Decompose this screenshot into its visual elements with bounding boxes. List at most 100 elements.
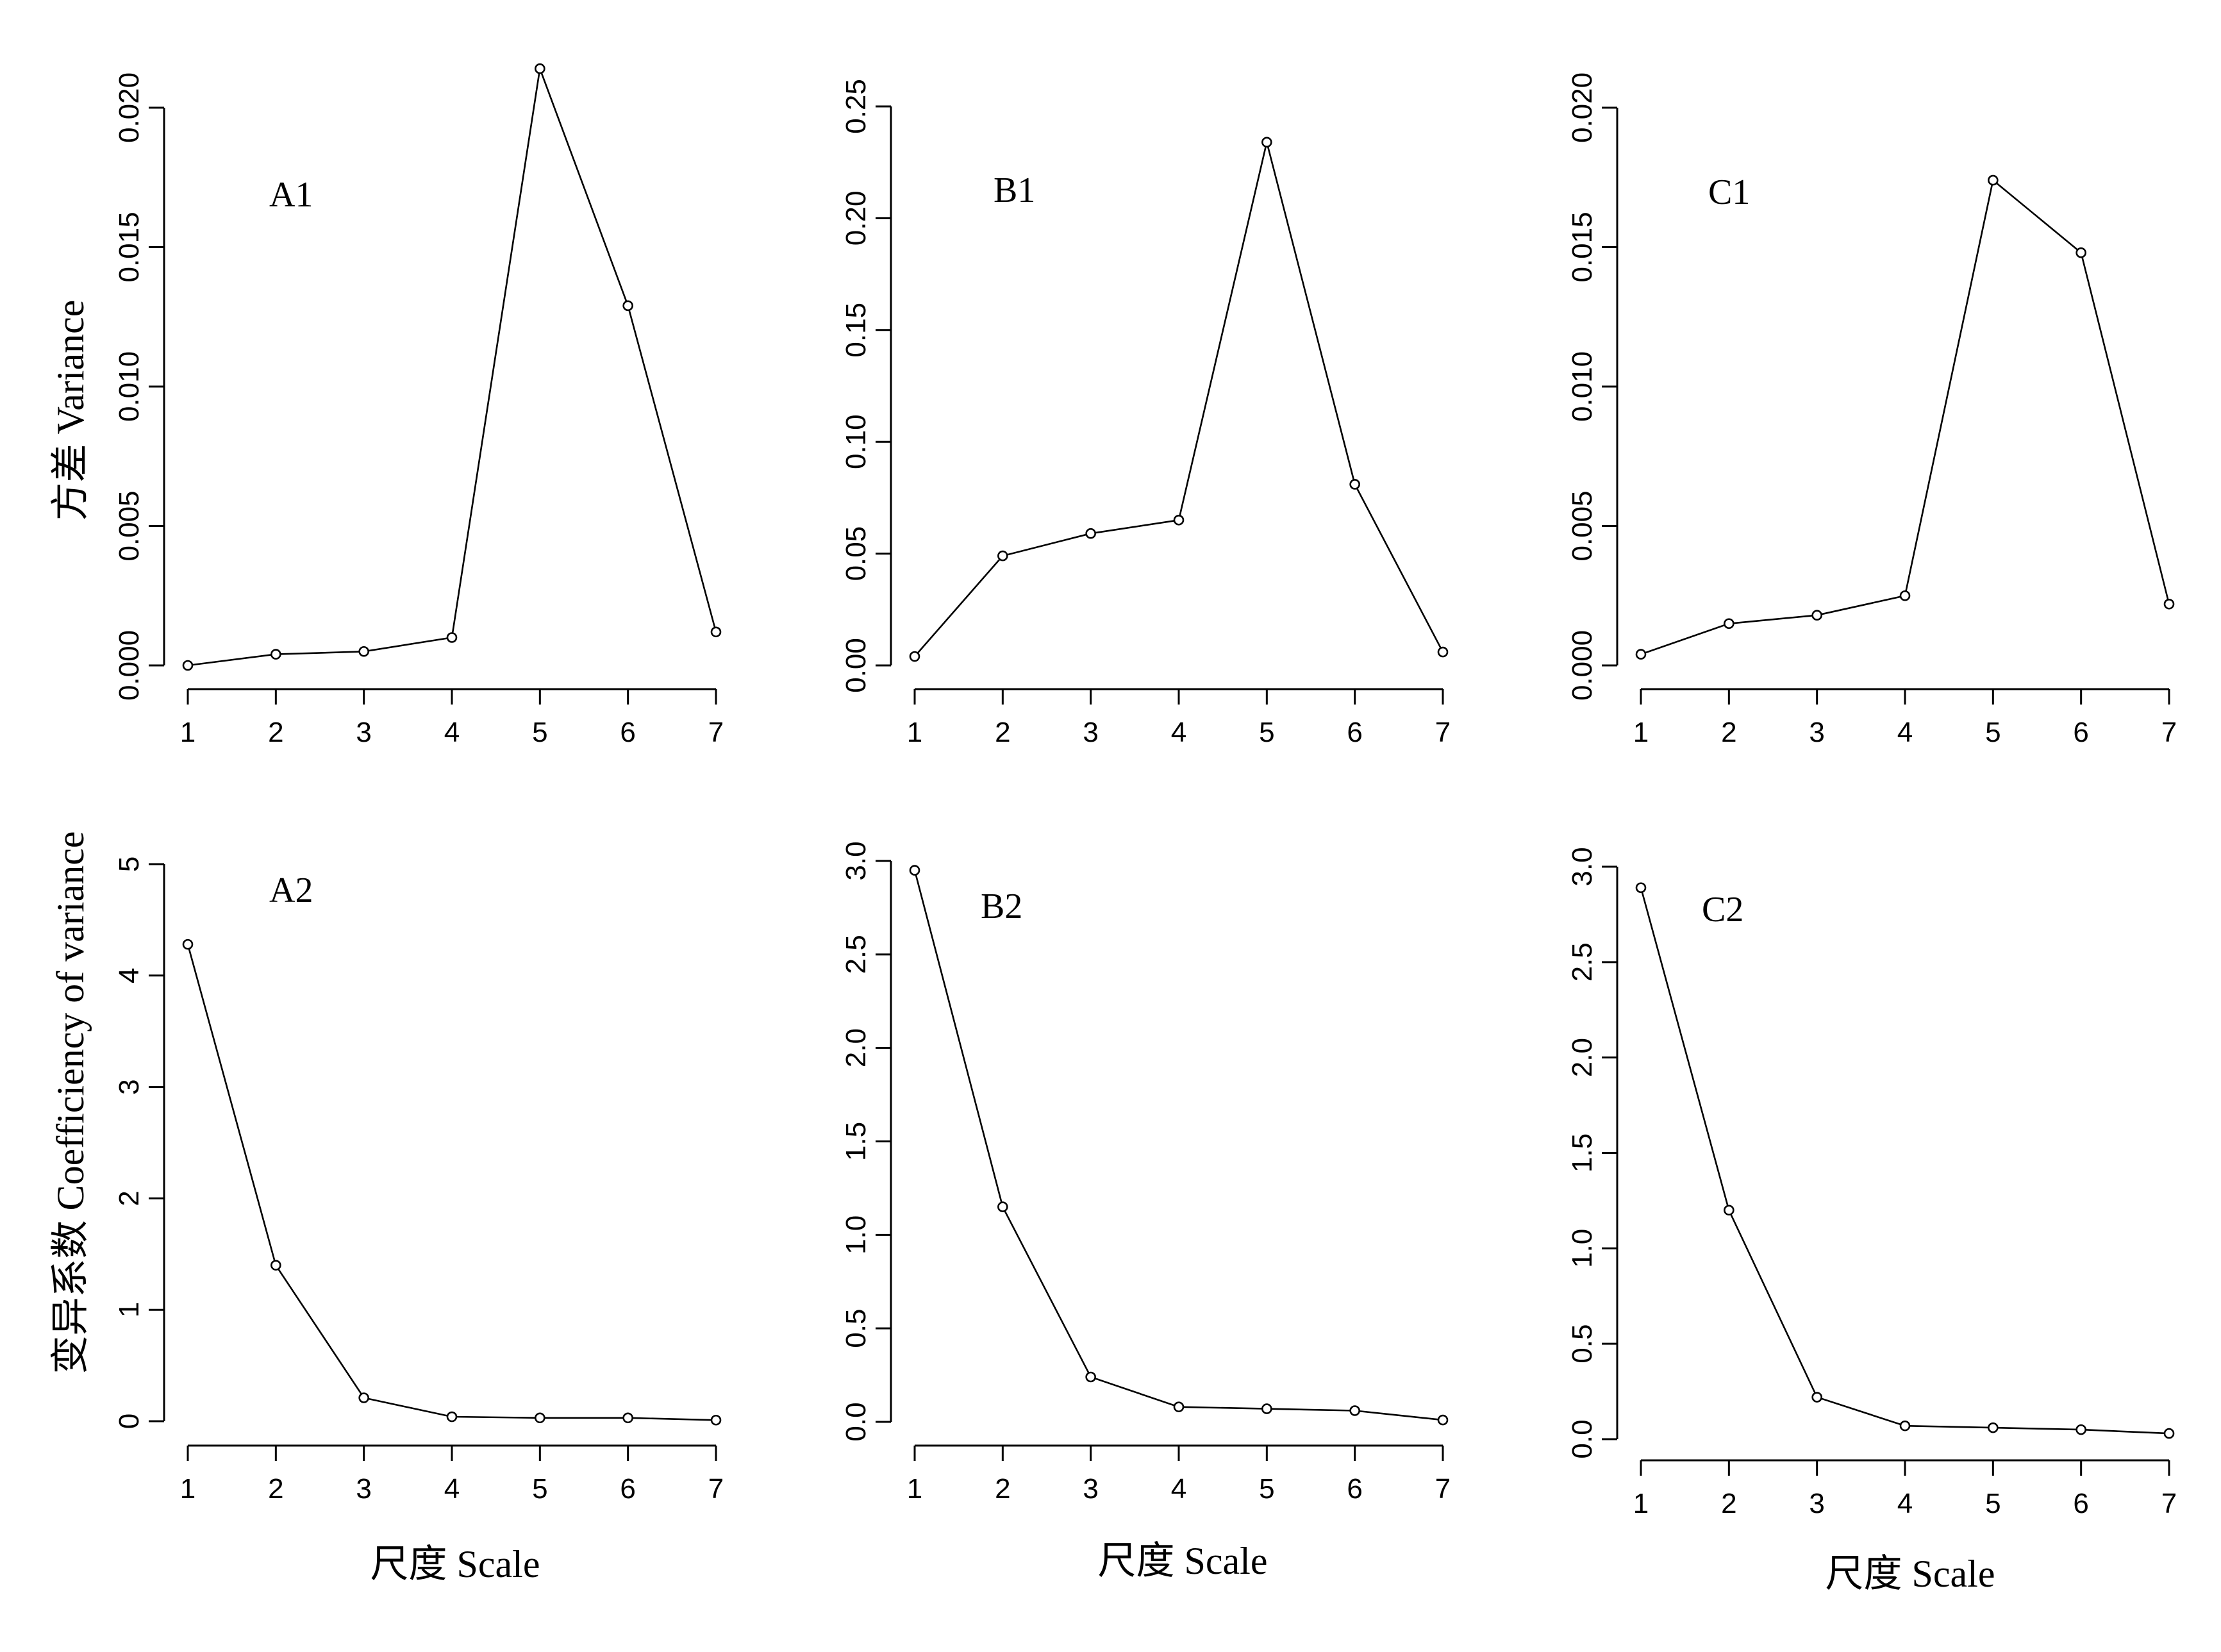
data-point <box>710 1414 722 1426</box>
y-tick-label: 0.005 <box>1567 490 1598 561</box>
y-tick-label: 1.5 <box>1567 1133 1598 1172</box>
x-tick-label: 2 <box>1721 1488 1736 1519</box>
data-point <box>182 660 194 671</box>
series-line <box>187 65 717 667</box>
y-tick-label: 0.020 <box>113 72 145 143</box>
data-point <box>710 626 722 638</box>
panel-c1: 1 2 3 4 5 6 7 0.000 0.005 0.010 0.015 0.020 C1 <box>1567 72 2177 748</box>
x-tick-label: 5 <box>1985 717 2001 748</box>
data-point <box>997 1201 1008 1212</box>
x-tick-label: 3 <box>1083 1473 1098 1505</box>
panel-label: B1 <box>994 171 1035 210</box>
data-point <box>1988 1422 1999 1433</box>
x-tick-label: 2 <box>268 717 283 748</box>
x-tick-label: 3 <box>1083 717 1098 748</box>
data-point <box>1811 1392 1822 1403</box>
data-point <box>1899 590 1911 601</box>
y-tick-label: 0.15 <box>840 303 872 358</box>
series-line <box>1640 178 2170 655</box>
y-tick-label: 0.015 <box>1567 212 1598 282</box>
x-tick-label: 2 <box>995 717 1010 748</box>
x-tick-label: 3 <box>356 1473 371 1505</box>
x-tick-label: 3 <box>1809 1488 1824 1519</box>
y-tick-label: 3.0 <box>840 841 872 880</box>
y-tick-label: 0.005 <box>113 490 145 561</box>
y-tick-label: 2.5 <box>840 935 872 974</box>
data-point <box>1173 1401 1185 1412</box>
panel-b1: 1 2 3 4 5 6 7 0.00 0.05 0.10 0.15 0.20 0.25 B1 <box>840 79 1451 748</box>
data-point <box>446 1411 458 1423</box>
panel-label: A1 <box>269 175 313 215</box>
x-tick-label: 1 <box>907 1473 922 1505</box>
y-tick-label: 4 <box>113 968 145 983</box>
data-point <box>2163 1428 2175 1439</box>
x-tick-label: 1 <box>907 717 922 748</box>
x-tick-label: 5 <box>532 1473 547 1505</box>
data-point <box>909 865 920 876</box>
x-tick-label: 7 <box>708 717 724 748</box>
data-point <box>1261 1403 1272 1414</box>
data-point <box>1437 646 1449 658</box>
data-point <box>270 1260 281 1271</box>
data-point <box>909 651 920 662</box>
x-tick-label: 3 <box>1809 717 1824 748</box>
y-tick-label: 0.020 <box>1567 72 1598 143</box>
y-tick-label: 3.0 <box>1567 847 1598 886</box>
data-point <box>1437 1414 1449 1426</box>
x-axis-title-middle: 尺度 Scale <box>1098 1540 1268 1582</box>
y-tick-label: 0.5 <box>840 1309 872 1348</box>
x-axis-title-right: 尺度 Scale <box>1826 1553 1995 1595</box>
x-tick-label: 4 <box>444 717 460 748</box>
x-tick-label: 7 <box>1435 717 1451 748</box>
y-tick-label: 0.20 <box>840 191 872 246</box>
y-tick-label: 0.010 <box>1567 351 1598 422</box>
x-tick-label: 6 <box>2073 717 2088 748</box>
y-tick-label: 1.0 <box>1567 1229 1598 1268</box>
data-point <box>182 939 194 950</box>
series-line <box>1640 887 2170 1435</box>
y-tick-label: 0.05 <box>840 526 872 581</box>
x-tick-label: 7 <box>1435 1473 1451 1505</box>
x-tick-label: 5 <box>1985 1488 2001 1519</box>
data-point <box>535 1412 545 1424</box>
y-tick-label: 1 <box>113 1302 145 1317</box>
y-tick-label: 0.0 <box>840 1402 872 1441</box>
panel-label: A2 <box>269 871 313 910</box>
panel-c2: 1 2 3 4 5 6 7 0.0 0.5 1.0 1.5 2.0 2.5 3.0 C2 <box>1567 847 2177 1519</box>
x-tick-label: 7 <box>708 1473 724 1505</box>
y-tick-label: 1.0 <box>840 1215 872 1255</box>
data-point <box>1173 514 1185 526</box>
y-tick-label: 0.25 <box>840 79 872 134</box>
panel-a1: 1 2 3 4 5 6 7 0.000 0.005 0.010 0.015 0.020 A1 <box>113 63 724 748</box>
x-tick-label: 4 <box>1171 1473 1186 1505</box>
y-tick-label: 0.015 <box>113 212 145 282</box>
data-point <box>1349 479 1360 490</box>
data-point <box>622 300 633 312</box>
y-tick-label: 3 <box>113 1079 145 1094</box>
x-axis-title-left: 尺度 Scale <box>370 1543 540 1585</box>
x-tick-label: 6 <box>2073 1488 2088 1519</box>
data-point <box>1085 528 1096 539</box>
panel-b2: 1 2 3 4 5 6 7 0.0 0.5 1.0 1.5 2.0 2.5 3.0 B2 <box>840 841 1451 1505</box>
data-point <box>358 1392 369 1403</box>
y-tick-label: 0.010 <box>113 351 145 422</box>
data-point <box>1635 882 1647 894</box>
x-tick-label: 7 <box>2161 717 2177 748</box>
y-tick-label: 0.5 <box>1567 1324 1598 1364</box>
y-tick-label: 0.000 <box>1567 630 1598 701</box>
x-tick-label: 2 <box>995 1473 1010 1505</box>
x-tick-label: 5 <box>1259 1473 1274 1505</box>
x-tick-label: 3 <box>356 717 371 748</box>
x-tick-label: 1 <box>180 1473 195 1505</box>
x-tick-label: 4 <box>1171 717 1186 748</box>
data-point <box>1085 1371 1096 1383</box>
y-tick-label: 0.10 <box>840 414 872 469</box>
x-tick-label: 4 <box>1897 1488 1913 1519</box>
x-tick-label: 6 <box>1347 1473 1362 1505</box>
data-point <box>535 63 545 74</box>
data-point <box>1349 1405 1360 1416</box>
series-line <box>187 944 717 1421</box>
panel-label: C1 <box>1708 172 1750 212</box>
series-line <box>913 870 1443 1421</box>
y-tick-label: 0 <box>113 1414 145 1429</box>
